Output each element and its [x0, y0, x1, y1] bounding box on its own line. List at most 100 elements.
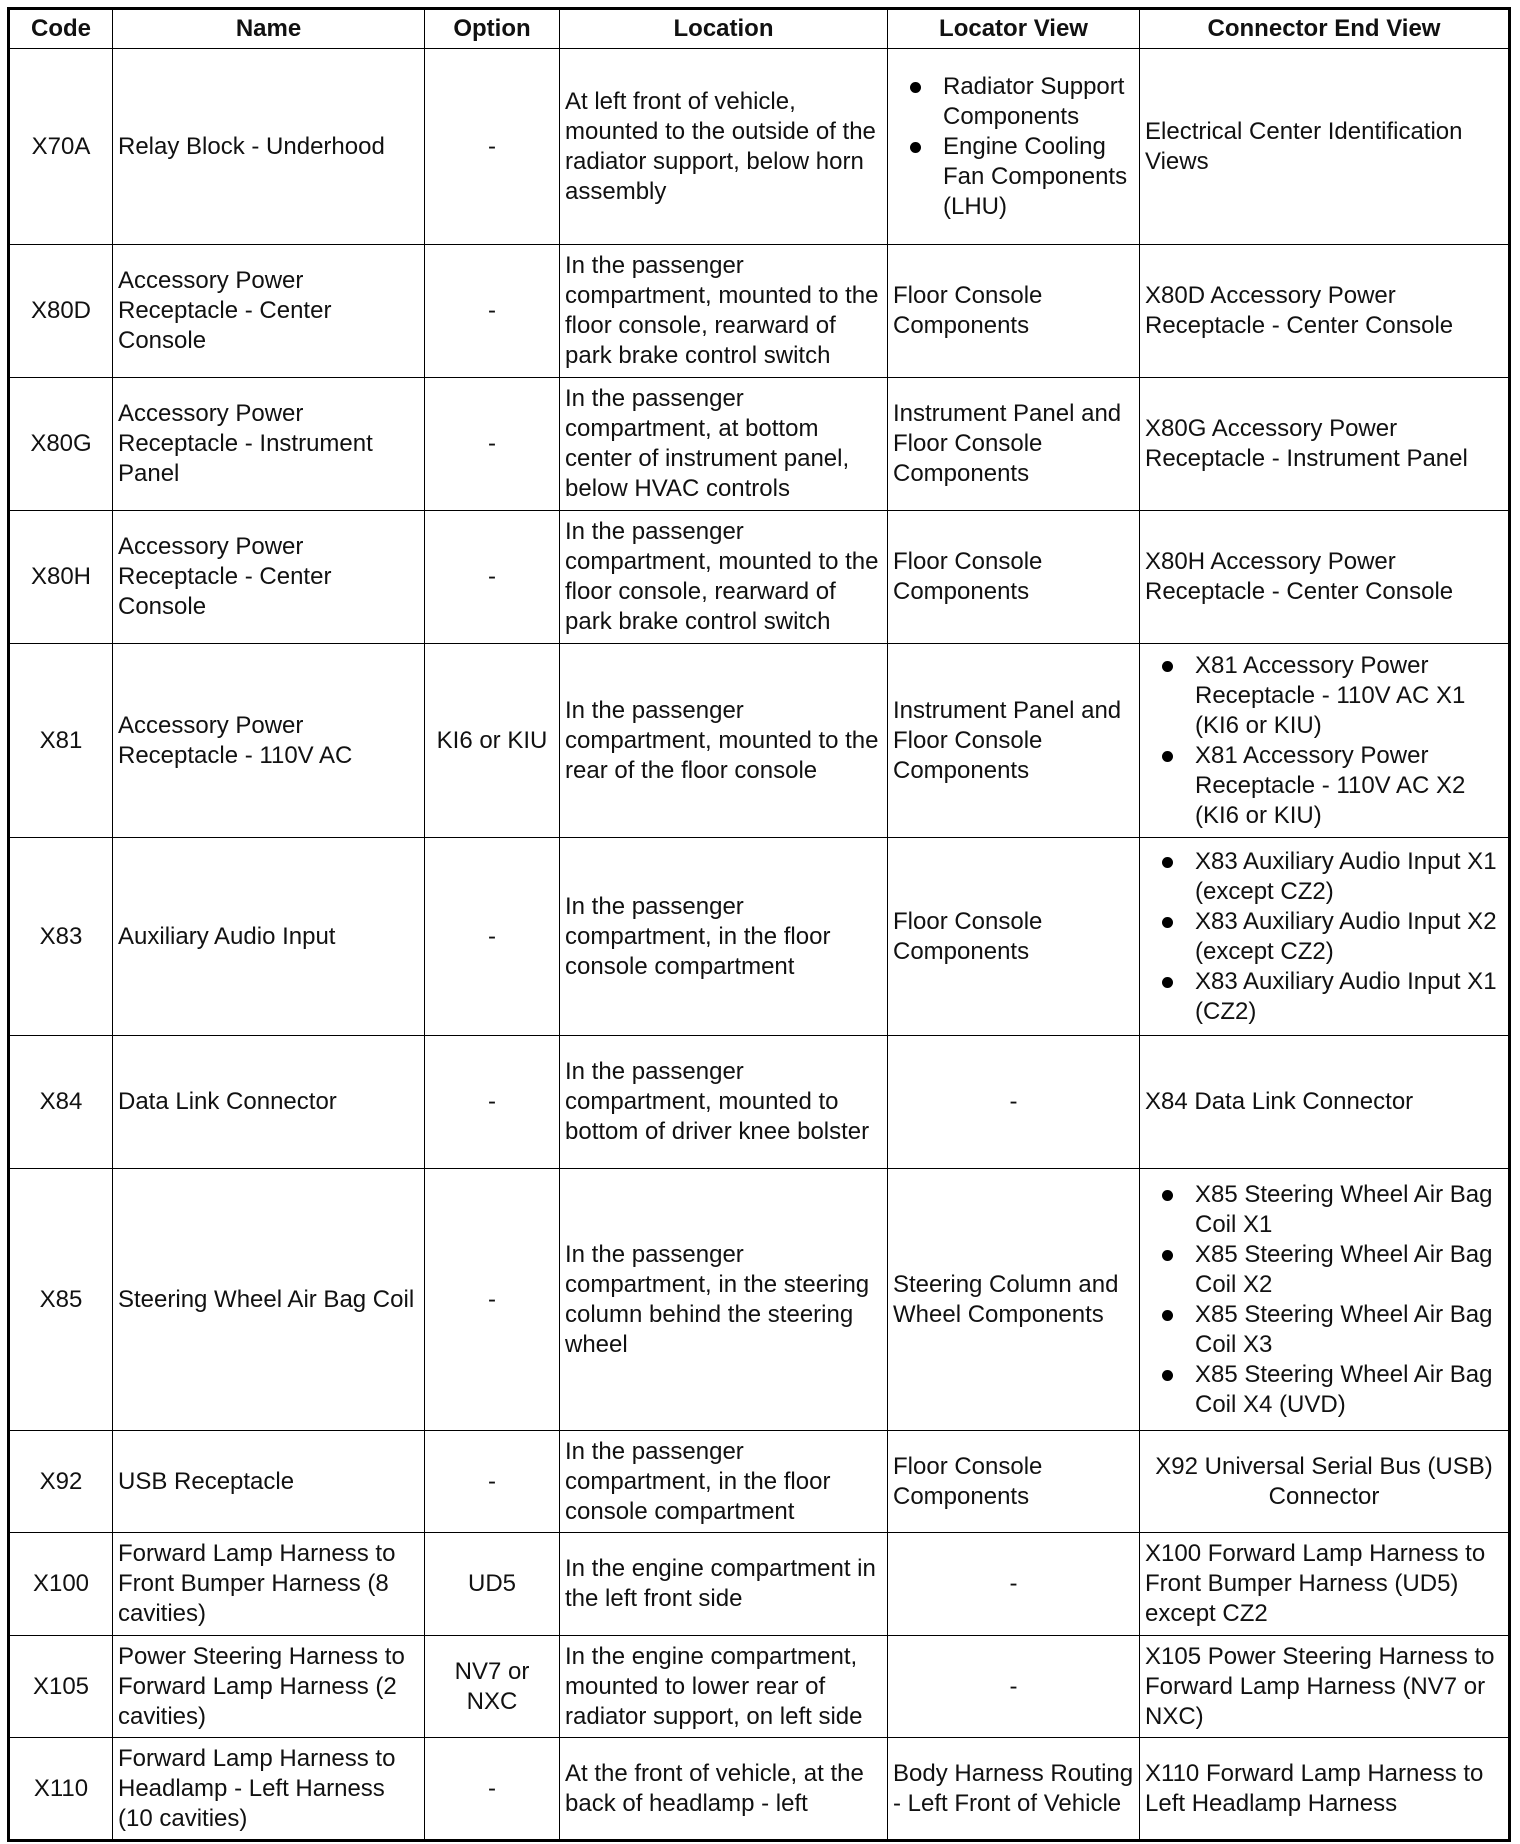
name-cell: Steering Wheel Air Bag Coil — [112, 1168, 425, 1431]
locator-view-cell: Floor Console Components — [887, 837, 1140, 1036]
code-cell: X80D — [8, 244, 113, 378]
location-cell: In the passenger compartment, in the ste… — [559, 1168, 888, 1431]
code-cell: X81 — [8, 643, 113, 838]
connector-end-view-cell: X92 Universal Serial Bus (USB) Connector — [1139, 1430, 1510, 1533]
option-cell: UD5 — [424, 1532, 560, 1636]
name-cell: Relay Block - Underhood — [112, 48, 425, 245]
locator-view-cell: Body Harness Routing - Left Front of Veh… — [887, 1737, 1140, 1841]
table-row: X84 Data Link Connector - In the passenger … — [8, 1035, 1510, 1169]
name-cell: Auxiliary Audio Input — [112, 837, 425, 1036]
locator-view-cell: Steering Column and Wheel Components — [887, 1168, 1140, 1431]
connector-end-view-cell: X110 Forward Lamp Harness to Left Headla… — [1139, 1737, 1510, 1841]
location-cell: In the engine compartment in the left fr… — [559, 1532, 888, 1636]
bullet-item: X83 Auxiliary Audio Input X1 (CZ2) — [1162, 967, 1503, 1027]
locator-view-cell: Radiator Support Components Engine Coolin… — [887, 48, 1140, 245]
bullet-item: X81 Accessory Power Receptacle - 110V AC… — [1162, 741, 1503, 831]
locator-view-cell: - — [887, 1532, 1140, 1636]
location-cell: In the passenger compartment, mounted to… — [559, 510, 888, 644]
header-locator-view: Locator View — [887, 8, 1140, 49]
option-cell: - — [424, 1168, 560, 1431]
location-cell: In the passenger compartment, mounted to… — [559, 643, 888, 838]
table-row: X81 Accessory Power Receptacle - 110V AC K… — [8, 643, 1510, 838]
locator-view-cell: Instrument Panel and Floor Console Compo… — [887, 377, 1140, 511]
location-cell: In the engine compartment, mounted to lo… — [559, 1635, 888, 1738]
option-cell: - — [424, 48, 560, 245]
code-cell: X83 — [8, 837, 113, 1036]
option-cell: - — [424, 1737, 560, 1841]
connector-end-view-cell: X80G Accessory Power Receptacle - Instru… — [1139, 377, 1510, 511]
connector-end-view-cell: Electrical Center Identification Views — [1139, 48, 1510, 245]
header-code: Code — [8, 8, 113, 49]
location-cell: In the passenger compartment, in the flo… — [559, 1430, 888, 1533]
table-row: X70A Relay Block - Underhood - At left fron… — [8, 48, 1510, 245]
header-location: Location — [559, 8, 888, 49]
code-cell: X80H — [8, 510, 113, 644]
option-cell: NV7 or NXC — [424, 1635, 560, 1738]
bullet-list: X81 Accessory Power Receptacle - 110V AC… — [1145, 651, 1503, 831]
connector-end-view-cell: X80H Accessory Power Receptacle - Center… — [1139, 510, 1510, 644]
option-cell: KI6 or KIU — [424, 643, 560, 838]
locator-view-cell: - — [887, 1635, 1140, 1738]
name-cell: Forward Lamp Harness to Headlamp - Left … — [112, 1737, 425, 1841]
bullet-list: Radiator Support Components Engine Coolin… — [893, 72, 1134, 222]
table-row: X83 Auxiliary Audio Input - In the passenge… — [8, 837, 1510, 1036]
name-cell: Accessory Power Receptacle - Instrument … — [112, 377, 425, 511]
header-row: Code Name Option Location Locator View C… — [8, 8, 1510, 49]
name-cell: Accessory Power Receptacle - 110V AC — [112, 643, 425, 838]
name-cell: Forward Lamp Harness to Front Bumper Har… — [112, 1532, 425, 1636]
bullet-item: X85 Steering Wheel Air Bag Coil X3 — [1162, 1300, 1503, 1360]
locator-view-cell: Floor Console Components — [887, 1430, 1140, 1533]
option-cell: - — [424, 1035, 560, 1169]
code-cell: X70A — [8, 48, 113, 245]
bullet-item: Engine Cooling Fan Components (LHU) — [910, 132, 1134, 222]
locator-view-cell: - — [887, 1035, 1140, 1169]
bullet-item: Radiator Support Components — [910, 72, 1134, 132]
option-cell: - — [424, 244, 560, 378]
header-connector-end-view: Connector End View — [1139, 8, 1510, 49]
bullet-item: X85 Steering Wheel Air Bag Coil X4 (UVD) — [1162, 1360, 1503, 1420]
table-row: X80H Accessory Power Receptacle - Center … — [8, 510, 1510, 644]
table-row: X105 Power Steering Harness to Forward La… — [8, 1635, 1510, 1738]
connector-end-view-cell: X85 Steering Wheel Air Bag Coil X1 X85 St… — [1139, 1168, 1510, 1431]
code-cell: X84 — [8, 1035, 113, 1169]
table-row: X80G Accessory Power Receptacle - Instrum… — [8, 377, 1510, 511]
location-cell: In the passenger compartment, at bottom … — [559, 377, 888, 511]
location-cell: At the front of vehicle, at the back of … — [559, 1737, 888, 1841]
locator-view-cell: Instrument Panel and Floor Console Compo… — [887, 643, 1140, 838]
connector-end-view-cell: X81 Accessory Power Receptacle - 110V AC… — [1139, 643, 1510, 838]
code-cell: X100 — [8, 1532, 113, 1636]
table-row: X110 Forward Lamp Harness to Headlamp - L… — [8, 1737, 1510, 1841]
option-cell: - — [424, 837, 560, 1036]
name-cell: Data Link Connector — [112, 1035, 425, 1169]
header-option: Option — [424, 8, 560, 49]
bullet-item: X85 Steering Wheel Air Bag Coil X1 — [1162, 1180, 1503, 1240]
connector-list-table: Code Name Option Location Locator View C… — [7, 7, 1511, 1842]
bullet-item: X83 Auxiliary Audio Input X1 (except CZ2… — [1162, 847, 1503, 907]
location-cell: In the passenger compartment, mounted to… — [559, 1035, 888, 1169]
location-cell: At left front of vehicle, mounted to the… — [559, 48, 888, 245]
code-cell: X92 — [8, 1430, 113, 1533]
code-cell: X85 — [8, 1168, 113, 1431]
option-cell: - — [424, 510, 560, 644]
name-cell: Accessory Power Receptacle - Center Cons… — [112, 244, 425, 378]
bullet-list: X85 Steering Wheel Air Bag Coil X1 X85 St… — [1145, 1180, 1503, 1420]
connector-end-view-cell: X84 Data Link Connector — [1139, 1035, 1510, 1169]
connector-end-view-cell: X80D Accessory Power Receptacle - Center… — [1139, 244, 1510, 378]
name-cell: USB Receptacle — [112, 1430, 425, 1533]
locator-view-cell: Floor Console Components — [887, 244, 1140, 378]
table-row: X92 USB Receptacle - In the passenger compa… — [8, 1430, 1510, 1533]
connector-end-view-cell: X100 Forward Lamp Harness to Front Bumpe… — [1139, 1532, 1510, 1636]
code-cell: X110 — [8, 1737, 113, 1841]
location-cell: In the passenger compartment, mounted to… — [559, 244, 888, 378]
option-cell: - — [424, 1430, 560, 1533]
location-cell: In the passenger compartment, in the flo… — [559, 837, 888, 1036]
table-row: X80D Accessory Power Receptacle - Center … — [8, 244, 1510, 378]
table-row: X85 Steering Wheel Air Bag Coil - In the pa… — [8, 1168, 1510, 1431]
option-cell: - — [424, 377, 560, 511]
bullet-list: X83 Auxiliary Audio Input X1 (except CZ2… — [1145, 847, 1503, 1027]
name-cell: Accessory Power Receptacle - Center Cons… — [112, 510, 425, 644]
code-cell: X105 — [8, 1635, 113, 1738]
locator-view-cell: Floor Console Components — [887, 510, 1140, 644]
name-cell: Power Steering Harness to Forward Lamp H… — [112, 1635, 425, 1738]
table-body: X70A Relay Block - Underhood - At left fron… — [8, 48, 1510, 1841]
